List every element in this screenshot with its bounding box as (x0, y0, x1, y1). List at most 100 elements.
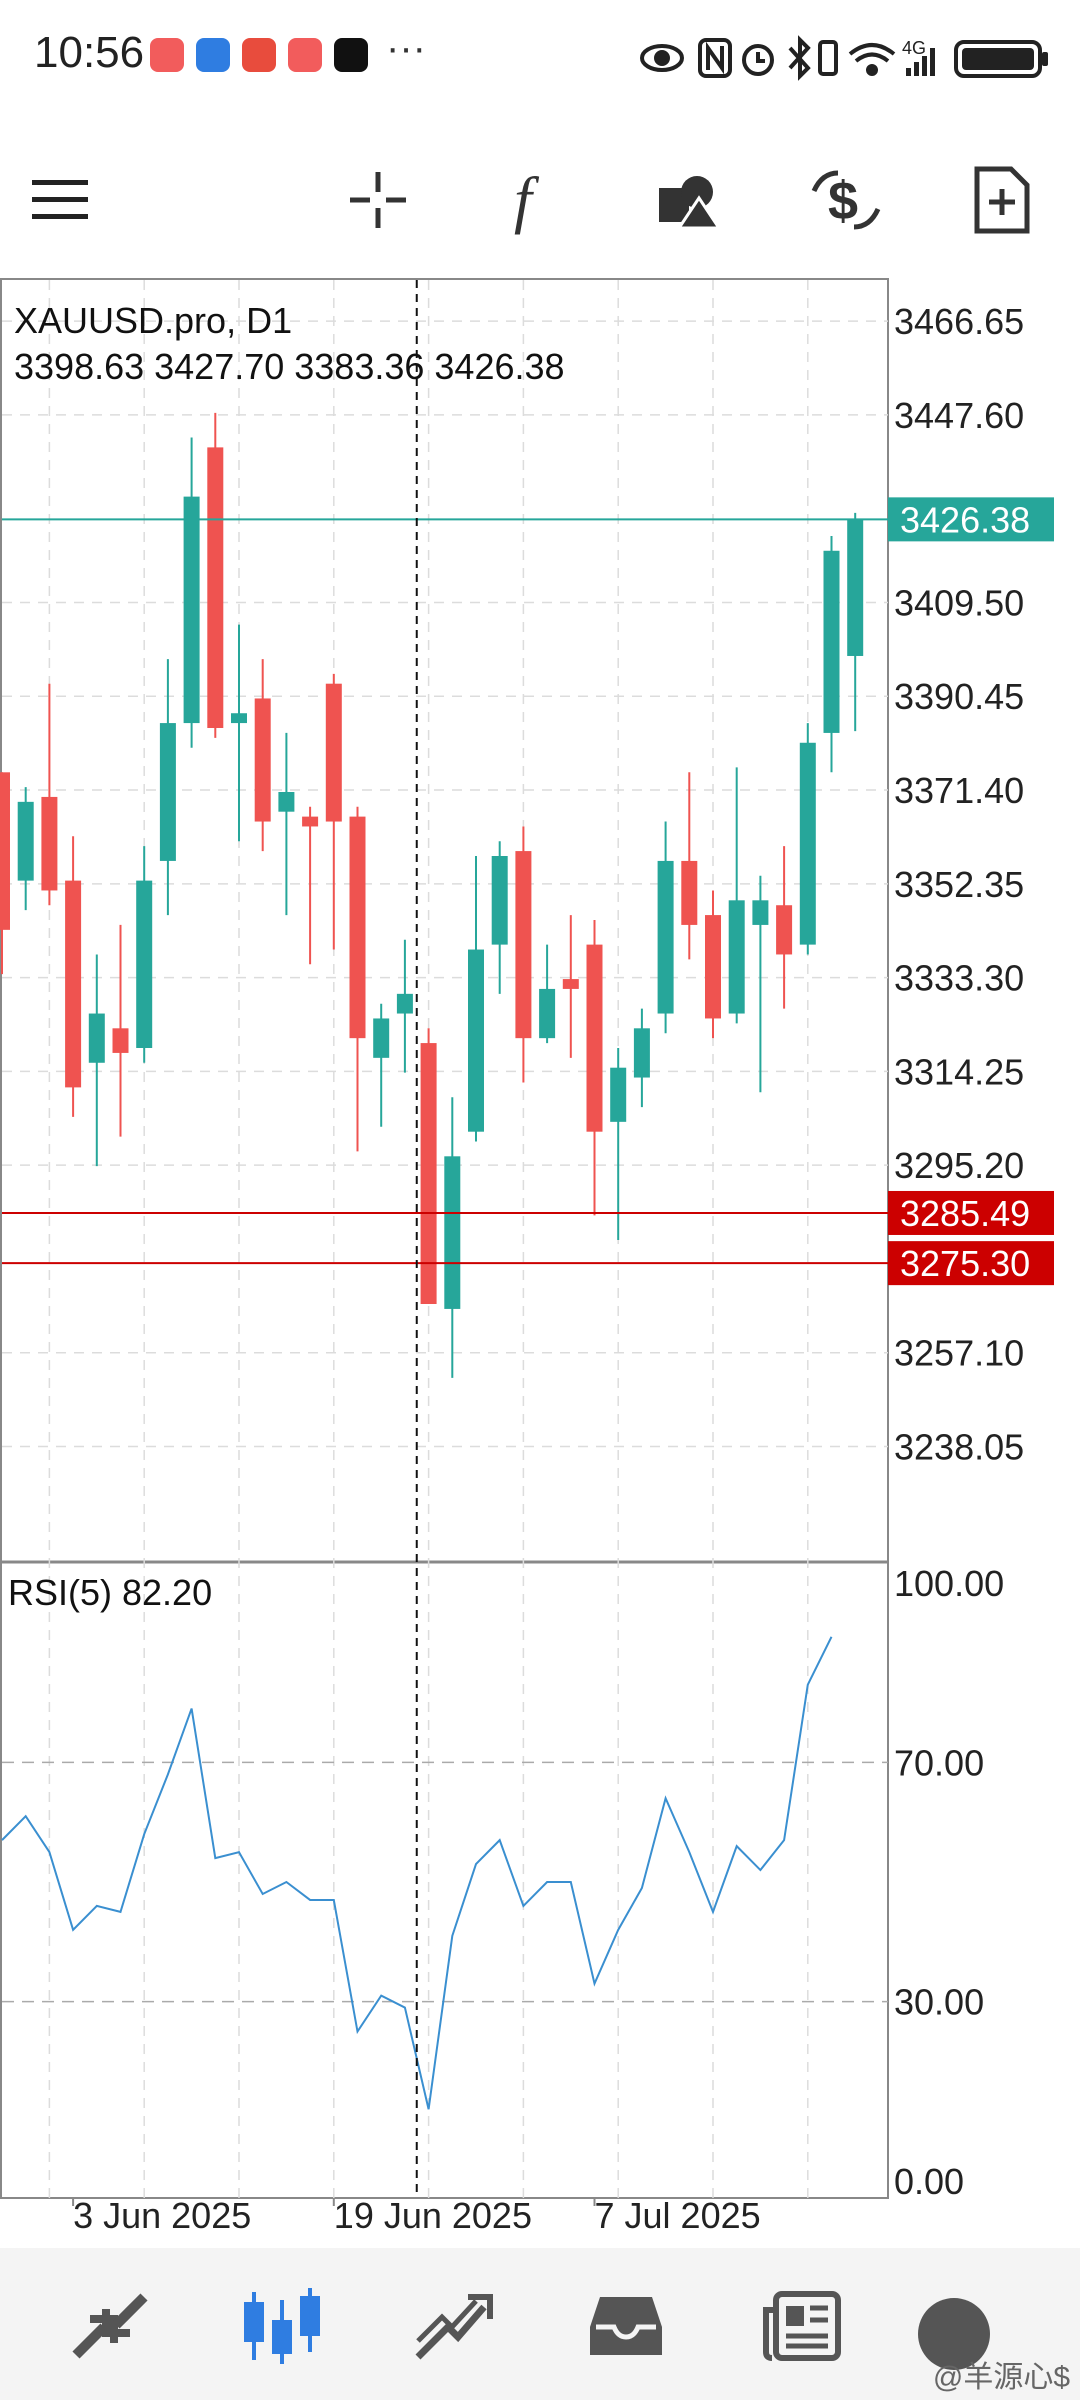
crosshair-icon (350, 172, 406, 228)
rsi-tick-label: 0.00 (894, 2161, 964, 2202)
camera-app-icon (242, 38, 276, 72)
level-tag (888, 1190, 1054, 1235)
rsi-tick-label: 100.00 (894, 1563, 1004, 1604)
price-chart[interactable]: 3466.65 3447.60 3409.50 3390.45 3371.40 3352.… (0, 278, 1080, 2243)
candle-body (278, 792, 295, 812)
candle-body (349, 816, 366, 1039)
candle-body (752, 900, 769, 925)
current-price-label: 3426.38 (900, 499, 1030, 540)
word-app-icon (196, 38, 230, 72)
candle-body (468, 949, 484, 1132)
candle-body (396, 993, 413, 1014)
candle-body (159, 723, 176, 861)
newspaper-icon (763, 2291, 841, 2361)
date-label: 3 Jun 2025 (73, 2195, 251, 2236)
eye-icon (640, 44, 684, 72)
candlestick-chart-icon (244, 2288, 320, 2364)
candle-body (325, 683, 342, 822)
alarm-icon (742, 44, 774, 76)
trade-button[interactable]: $ (806, 160, 886, 240)
price-tick-label: 3352.35 (894, 864, 1024, 905)
rsi-tick-label: 70.00 (894, 1742, 984, 1783)
candle-body (823, 550, 840, 733)
candle-body (586, 944, 603, 1132)
new-template-button[interactable] (962, 160, 1042, 240)
price-tick-label: 3466.65 (894, 301, 1024, 342)
inbox-icon (590, 2297, 662, 2355)
network-type: 4G (902, 38, 926, 58)
price-tick-label: 3333.30 (894, 958, 1024, 999)
status-icons: 4G (640, 35, 1048, 81)
level-label: 3285.49 (900, 1193, 1030, 1234)
current-price-tag (888, 497, 1054, 542)
chart-area[interactable]: 3466.65 3447.60 3409.50 3390.45 3371.40 3352.… (0, 278, 1080, 2243)
nfc-icon (698, 38, 732, 78)
watermark: @羊源心$ (932, 2361, 1070, 2394)
candle-body (728, 900, 745, 1014)
huawei-app-icon (150, 38, 184, 72)
rsi-line (1, 1636, 833, 2110)
candle-body (847, 519, 864, 656)
signal-icon (906, 48, 935, 76)
function-icon: f (514, 165, 540, 235)
more-notifications-icon: ··· (386, 26, 426, 70)
rsi-label: RSI(5) 82.20 (8, 1572, 213, 1613)
quotes-arrows-icon (72, 2293, 148, 2359)
chart-toolbar: f $ (0, 130, 1080, 260)
date-label: 19 Jun 2025 (334, 2195, 532, 2236)
nav-history[interactable] (576, 2276, 676, 2376)
wifi-icon (848, 43, 896, 76)
candle-body (776, 905, 793, 955)
crosshair-button[interactable] (338, 160, 418, 240)
candle-body (681, 860, 698, 925)
candle-body (373, 1018, 390, 1058)
tiktok-app-icon (334, 38, 368, 72)
rsi-tick-label: 30.00 (894, 1982, 984, 2023)
candle-body (491, 856, 508, 945)
price-tick-label: 3390.45 (894, 676, 1024, 717)
price-tick-label: 3257.10 (894, 1333, 1024, 1374)
nav-chart[interactable] (232, 2276, 332, 2376)
candle-body (112, 1028, 129, 1053)
svg-text:f: f (514, 165, 540, 235)
trade-trend-icon (415, 2294, 493, 2360)
nav-quotes[interactable] (60, 2276, 160, 2376)
dollar-arrows-icon: $ (811, 170, 881, 231)
status-bar: 10:56 ··· 4G (0, 0, 1080, 120)
level-tag (888, 1241, 1054, 1286)
objects-button[interactable] (650, 160, 730, 240)
candle-body (420, 1043, 437, 1304)
level-label: 3275.30 (900, 1243, 1030, 1284)
chart-frame (0, 278, 889, 2199)
indicators-button[interactable]: f (494, 160, 574, 240)
price-tick-label: 3238.05 (894, 1427, 1024, 1468)
menu-button[interactable] (20, 160, 100, 240)
candle-body (562, 979, 579, 989)
symbol-timeframe: XAUUSD.pro, D1 (14, 300, 293, 341)
candle-body (539, 988, 556, 1039)
candle-body (302, 816, 319, 827)
avatar[interactable] (918, 2298, 990, 2370)
candle-body (444, 1156, 461, 1309)
price-tick-label: 3314.25 (894, 1051, 1024, 1092)
hamburger-icon (32, 180, 88, 219)
document-add-icon (974, 166, 1030, 234)
candle-body (183, 496, 200, 724)
nav-trade[interactable] (404, 2276, 504, 2376)
candle-body (65, 880, 82, 1088)
status-time: 10:56 (34, 28, 145, 77)
candle-body (633, 1028, 650, 1078)
candle-body (231, 713, 247, 724)
candle-body (88, 1013, 105, 1063)
candle-body (0, 772, 10, 930)
candle-body (610, 1067, 627, 1122)
huawei-app-icon-2 (288, 38, 322, 72)
nav-news[interactable] (752, 2276, 852, 2376)
date-label: 7 Jul 2025 (595, 2195, 761, 2236)
shapes-icon (659, 176, 722, 230)
candle-body (799, 742, 816, 945)
price-tick-label: 3409.50 (894, 582, 1024, 623)
price-tick-label: 3447.60 (894, 395, 1024, 436)
candle-body (41, 796, 58, 891)
candle-body (254, 698, 271, 822)
